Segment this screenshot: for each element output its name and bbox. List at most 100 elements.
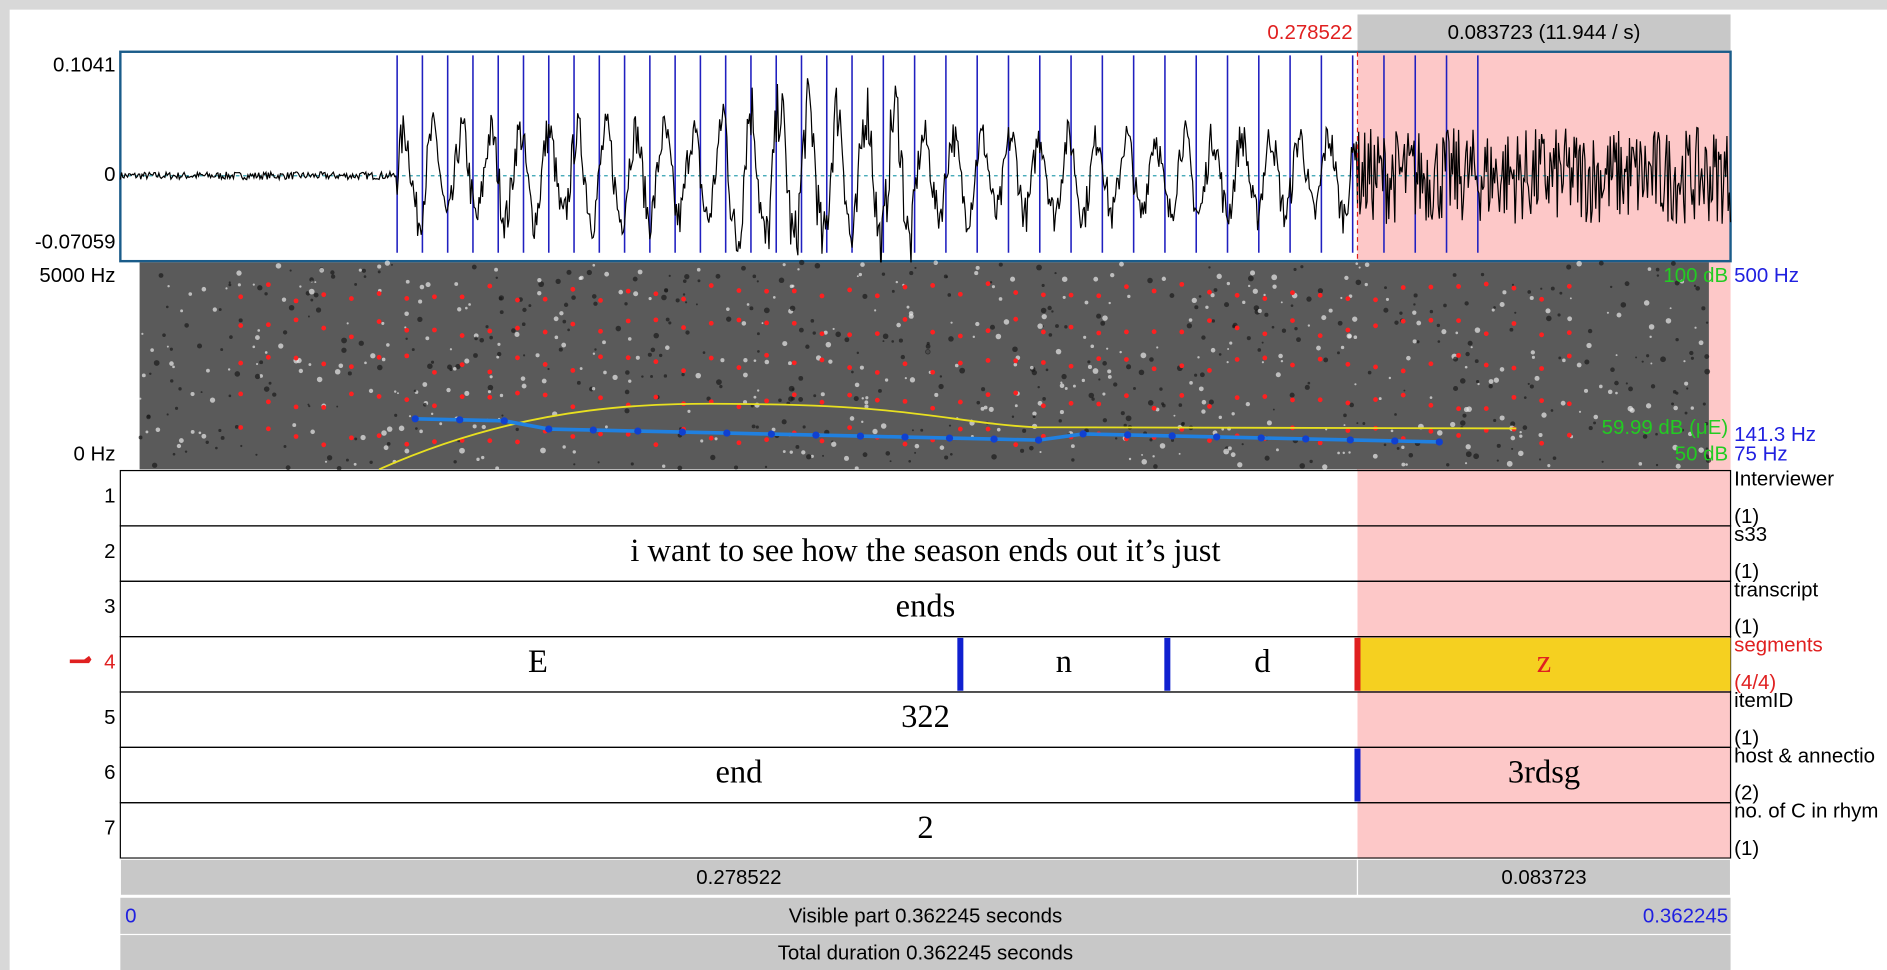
spectral-speck — [1153, 464, 1158, 469]
spectral-speck — [810, 454, 814, 458]
spectral-speck — [1522, 425, 1528, 430]
formant-dot — [459, 394, 465, 400]
interval-label[interactable]: 3rdsg — [1508, 754, 1580, 790]
formant-dot — [1483, 331, 1489, 337]
spectral-speck — [449, 348, 453, 351]
spectral-speck — [1247, 284, 1251, 288]
spectral-speck — [597, 461, 600, 464]
spectral-speck — [1587, 328, 1593, 334]
selection-bar[interactable] — [1357, 14, 1731, 51]
spectral-speck — [1208, 266, 1211, 269]
spectral-speck — [1686, 387, 1689, 390]
spectral-speck — [1493, 377, 1500, 383]
formant-dot — [515, 439, 520, 445]
spectral-speck — [1343, 413, 1347, 418]
spectral-speck — [624, 408, 630, 414]
formant-dot — [321, 361, 327, 367]
tier-name: itemID — [1734, 689, 1793, 712]
spectral-speck — [1275, 372, 1281, 378]
spectral-speck — [298, 368, 304, 374]
formant-dot — [515, 355, 520, 361]
duration-bar-right[interactable] — [1356, 858, 1732, 896]
spectral-speck — [1464, 365, 1468, 369]
spectral-speck — [618, 289, 624, 295]
spectral-speck — [1684, 411, 1688, 415]
spectral-speck — [413, 389, 417, 393]
spectral-speck — [1493, 306, 1496, 309]
spectral-speck — [1702, 402, 1706, 406]
spectral-speck — [522, 307, 527, 313]
formant-dot — [542, 392, 548, 398]
spectral-speck — [814, 262, 821, 269]
wave-zero: 0 — [104, 163, 115, 186]
formant-dot — [348, 391, 354, 397]
interval-label[interactable]: 322 — [901, 699, 950, 735]
interval-label[interactable]: d — [1254, 644, 1270, 680]
formant-dot — [625, 431, 631, 437]
spectral-speck — [627, 337, 632, 341]
pitch-point — [456, 416, 464, 424]
spectral-speck — [476, 457, 480, 462]
spectral-speck — [1169, 293, 1175, 298]
spectral-speck — [1598, 260, 1604, 266]
spectral-speck — [528, 304, 532, 308]
formant-dot — [570, 321, 576, 327]
spectral-speck — [1037, 323, 1043, 329]
spectral-speck — [146, 414, 151, 419]
spectral-speck — [263, 386, 270, 392]
spectral-speck — [1463, 407, 1469, 413]
formant-dot — [1013, 316, 1019, 322]
spectral-speck — [665, 345, 670, 350]
spectral-speck — [974, 271, 979, 276]
pitch-point — [1168, 432, 1176, 440]
spectral-speck — [1441, 329, 1447, 335]
spectral-speck — [1060, 381, 1063, 384]
interval-label[interactable]: n — [1056, 644, 1072, 680]
spectral-speck — [1687, 431, 1693, 437]
tier-row[interactable] — [119, 802, 1732, 859]
spectral-speck — [1030, 365, 1034, 370]
interval-label[interactable]: 2 — [917, 810, 933, 846]
tier-number: 3 — [104, 595, 115, 618]
visible-bar[interactable] — [120, 897, 1731, 934]
interval-label[interactable]: i want to see how the season ends out it… — [630, 533, 1220, 569]
spectral-speck — [1529, 384, 1534, 389]
interval-label[interactable]: end — [715, 754, 762, 790]
spectral-speck — [172, 452, 176, 456]
interval-label[interactable]: E — [528, 644, 548, 680]
spectral-speck — [567, 328, 570, 332]
formant-dot — [487, 283, 493, 289]
spectral-speck — [228, 281, 231, 284]
spectral-speck — [1541, 412, 1547, 418]
spectral-speck — [330, 274, 336, 279]
formant-dot — [293, 404, 299, 410]
spectral-speck — [254, 373, 261, 380]
spectral-speck — [425, 336, 430, 341]
formant-dot — [1096, 356, 1102, 362]
spectrogram — [138, 259, 1712, 471]
formant-dot — [1345, 400, 1351, 406]
interval-label[interactable]: z — [1537, 644, 1551, 680]
formant-dot — [570, 286, 576, 292]
freq-top: 5000 Hz — [39, 264, 115, 287]
spectral-speck — [1226, 361, 1229, 364]
spectral-speck — [995, 333, 1002, 340]
spectral-speck — [1119, 261, 1124, 267]
spectral-speck — [1499, 301, 1505, 308]
spectral-speck — [1437, 430, 1443, 436]
formant-dot — [348, 364, 354, 370]
selected-interval[interactable] — [1359, 637, 1731, 691]
interval-label[interactable]: ends — [896, 588, 956, 624]
formant-dot — [570, 404, 576, 410]
spectral-speck — [1055, 348, 1062, 355]
duration-bar-left[interactable] — [119, 858, 1359, 896]
spectral-speck — [394, 413, 398, 417]
spectral-speck — [537, 291, 542, 296]
spectral-speck — [1272, 284, 1277, 289]
spectral-speck — [1704, 368, 1711, 375]
total-bar[interactable] — [120, 935, 1731, 970]
spectral-speck — [1227, 348, 1230, 350]
spectral-speck — [190, 391, 195, 397]
